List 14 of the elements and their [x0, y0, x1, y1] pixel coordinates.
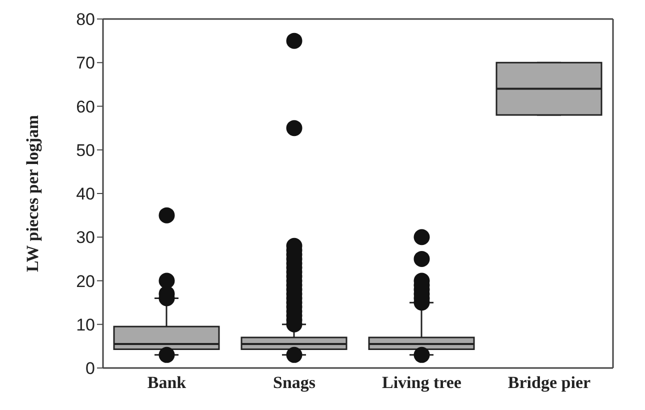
y-tick-label: 10	[76, 315, 95, 334]
x-tick-label: Bridge pier	[508, 373, 592, 392]
y-tick-label: 70	[76, 54, 95, 73]
y-tick-label: 60	[76, 97, 95, 116]
y-tick-label: 40	[76, 184, 95, 204]
x-tick-label: Snags	[272, 373, 316, 392]
y-tick-label: 80	[76, 10, 95, 30]
x-tick-label: Living tree	[382, 373, 462, 392]
y-tick-label: 50	[76, 140, 95, 160]
y-tick-label: 20	[76, 272, 95, 291]
y-tick-label: 0	[86, 359, 95, 378]
y-tick-label: 30	[76, 228, 95, 248]
x-tick-label: Bank	[147, 373, 187, 392]
y-axis-title: LW pieces per logjam	[23, 115, 42, 272]
